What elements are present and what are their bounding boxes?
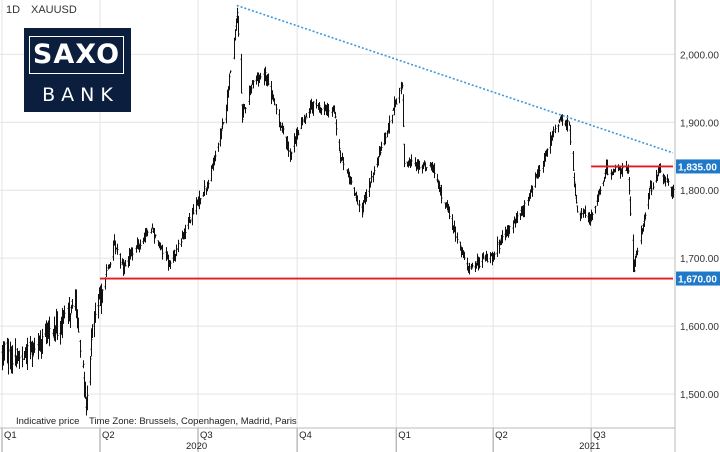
x-tick-label: Q3 — [200, 430, 213, 441]
year-label: 2020 — [186, 441, 207, 452]
y-tick-label: 1,600.00 — [680, 322, 719, 333]
drawn-lines: 1,670.00 1,835.00 — [100, 4, 720, 286]
year-label: 2021 — [579, 441, 600, 452]
logo-text-bottom: BANK — [42, 84, 119, 106]
logo-text-top: SAXO — [29, 36, 124, 74]
y-tick-label: 1,500.00 — [680, 390, 719, 401]
y-tick-label: 1,700.00 — [680, 254, 719, 265]
x-tick-label: Q1 — [4, 430, 17, 441]
x-tick-label: Q4 — [299, 430, 312, 441]
indicative-price-note: Indicative price — [16, 416, 80, 427]
resistance-price-box — [676, 159, 720, 174]
x-tick-label: Q3 — [593, 430, 606, 441]
support-price-box — [676, 271, 720, 286]
saxo-bank-logo: SAXO BANK — [24, 28, 131, 112]
y-tick-label: 2,000.00 — [680, 50, 719, 61]
x-tick-label: Q2 — [495, 430, 508, 441]
downtrend-line — [236, 4, 674, 154]
support-price-label: 1,670.00 — [678, 275, 717, 286]
x-tick-label: Q2 — [102, 430, 115, 441]
timezone-note: Time Zone: Brussels, Copenhagen, Madrid,… — [89, 416, 297, 427]
y-tick-label: 1,800.00 — [680, 186, 719, 197]
interval-label: 1D — [6, 4, 21, 16]
resistance-price-label: 1,835.00 — [678, 162, 717, 173]
symbol-label: XAUUSD — [31, 4, 77, 16]
y-tick-label: 1,900.00 — [680, 118, 719, 129]
x-tick-label: Q1 — [398, 430, 411, 441]
